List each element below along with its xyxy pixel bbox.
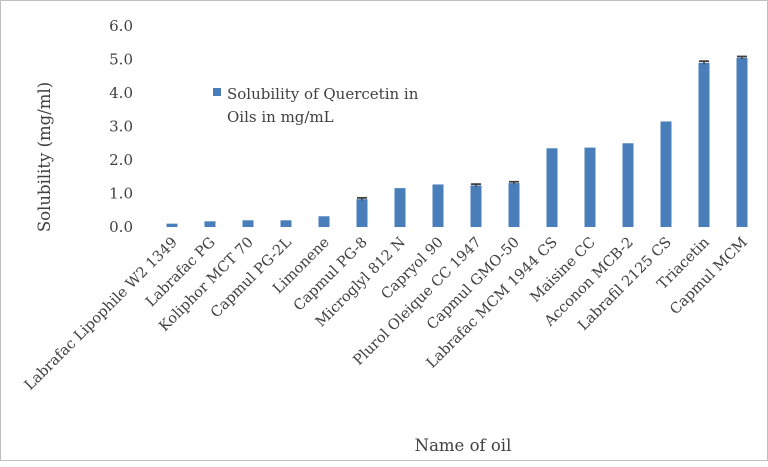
y-tick-label: 0.0	[109, 218, 133, 236]
bar	[356, 199, 368, 227]
legend: Solubility of Quercetin in Oils in mg/mL	[213, 85, 419, 126]
bar	[698, 62, 710, 227]
y-tick-label: 2.0	[109, 151, 133, 169]
bar-series	[166, 55, 748, 228]
legend-label-line1: Solubility of Quercetin in	[227, 85, 419, 103]
bar	[622, 143, 634, 227]
bar	[242, 220, 254, 227]
bar	[394, 188, 406, 227]
x-tick-label: Labrafac Lipophile W2 1349	[22, 235, 181, 394]
bar	[736, 57, 748, 228]
y-tick-label: 3.0	[109, 118, 133, 136]
y-axis-title: Solubility (mg/ml)	[35, 82, 54, 232]
y-tick-label: 6.0	[109, 17, 133, 35]
legend-label-line2: Oils in mg/mL	[227, 108, 334, 126]
y-tick-label: 4.0	[109, 84, 133, 102]
bar	[166, 223, 178, 227]
y-tick-label: 5.0	[109, 51, 133, 69]
x-axis-title: Name of oil	[415, 436, 512, 455]
bar	[660, 121, 672, 227]
bar	[280, 220, 292, 227]
bar	[584, 147, 596, 227]
legend-swatch	[213, 88, 221, 96]
y-axis: 0.0 1.0 2.0 3.0 4.0 5.0 6.0	[109, 17, 133, 236]
bar	[470, 185, 482, 227]
bar	[204, 221, 216, 227]
y-tick-label: 1.0	[109, 185, 133, 203]
bar	[546, 148, 558, 227]
bar	[318, 216, 330, 227]
bar	[508, 183, 520, 227]
bar	[432, 184, 444, 227]
